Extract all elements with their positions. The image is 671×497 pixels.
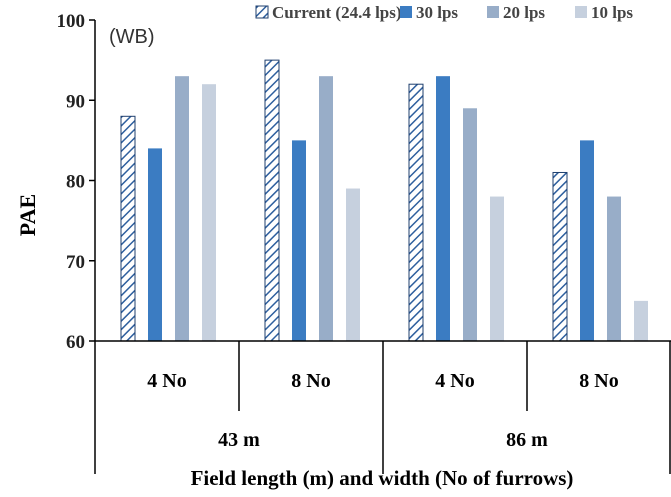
y-tick-label-1: 60 xyxy=(66,332,85,353)
y-axis-label: PAE xyxy=(15,194,40,236)
y-tick-label-3: 80 xyxy=(66,172,85,193)
bar-3-2 xyxy=(319,76,333,342)
bar-4-3 xyxy=(490,196,504,341)
bar-2-4 xyxy=(580,140,594,341)
y-tick-label-5: 100 xyxy=(57,11,86,32)
y-ticks-layer: 60 70 80 90 100 xyxy=(57,11,95,353)
bar-1-4 xyxy=(552,171,568,342)
group-label-2: 86 m xyxy=(506,429,548,451)
legend-swatch-4 xyxy=(575,6,587,18)
legend-swatch-1 xyxy=(255,5,269,19)
legend-swatch-2 xyxy=(400,6,412,18)
bar-1-2 xyxy=(264,59,280,342)
bar-2-3 xyxy=(436,76,450,342)
legend: Current (24.4 lps) 30 lps 20 lps 10 lps xyxy=(255,3,633,22)
bar-4-1 xyxy=(202,84,216,341)
category-label-1: 4 No xyxy=(147,370,186,392)
bar-3-4 xyxy=(607,196,621,341)
chart-annotation: (WB) xyxy=(109,26,155,48)
x-axis-label: Field length (m) and width (No of furrow… xyxy=(191,466,574,490)
bar-2-1 xyxy=(148,148,162,341)
legend-label-1: Current (24.4 lps) xyxy=(272,3,402,22)
bar-1-1 xyxy=(120,115,136,342)
legend-label-4: 10 lps xyxy=(591,3,633,22)
bar-3-1 xyxy=(175,76,189,342)
y-tick-label-2: 70 xyxy=(66,252,85,273)
bars-layer xyxy=(120,59,648,342)
category-layer: 43 m 86 m 4 No 8 No 4 No 8 No xyxy=(147,370,618,451)
category-label-2: 8 No xyxy=(291,370,330,392)
bar-2-2 xyxy=(292,140,306,341)
bar-4-2 xyxy=(346,188,360,341)
category-label-4: 8 No xyxy=(579,370,618,392)
bar-1-3 xyxy=(408,83,424,342)
legend-label-3: 20 lps xyxy=(503,3,545,22)
bar-4-4 xyxy=(634,300,648,341)
category-label-3: 4 No xyxy=(435,370,474,392)
group-label-1: 43 m xyxy=(218,429,260,451)
legend-label-2: 30 lps xyxy=(416,3,458,22)
bar-3-3 xyxy=(463,108,477,342)
legend-swatch-3 xyxy=(487,6,499,18)
y-tick-label-4: 90 xyxy=(66,91,85,112)
